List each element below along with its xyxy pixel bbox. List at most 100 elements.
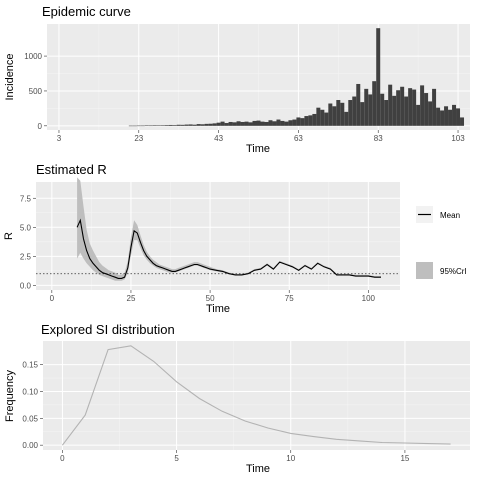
epidemic-curve-bar <box>188 124 193 126</box>
si-distribution-plot-area <box>43 341 470 450</box>
epidemic-curve-bar <box>384 100 389 126</box>
epidemic-curve-bar <box>132 125 137 127</box>
epidemic-curve-bar <box>312 113 317 126</box>
epidemic-curve-bar <box>272 121 277 126</box>
epidemic-curve-bar <box>160 125 165 126</box>
epidemic-curve-bar <box>404 96 409 126</box>
si-distribution-line <box>61 345 451 446</box>
epidemic-curve-bar <box>140 125 145 127</box>
estimated-r-ytick-label: 7.5 <box>20 194 32 203</box>
estimated-r-xtick-label: 100 <box>362 294 376 303</box>
epidemic-curve-bar <box>332 106 337 126</box>
epidemic-curve-bar <box>360 102 365 126</box>
epidemic-curve-bar <box>400 86 405 126</box>
si-distribution-ytick-label: 0.15 <box>22 361 38 370</box>
estimated-r-xlabel: Time <box>206 303 230 315</box>
epidemic-curve-bar <box>180 124 185 126</box>
si-distribution-xlabel: Time <box>246 463 270 475</box>
epidemic-curve-bar <box>320 109 325 126</box>
epidemic-curve-bar <box>248 122 253 126</box>
epidemic-curve-bar <box>244 121 249 126</box>
estimated-r-ylabel: R <box>3 232 15 240</box>
epidemic-curve-xtick-label: 63 <box>294 134 303 143</box>
epidemic-curve-bar <box>136 125 141 127</box>
epidemic-curve-bar <box>372 81 377 126</box>
si-distribution-ytick-label: 0.05 <box>22 414 38 423</box>
epidemic-curve-bar <box>168 124 173 126</box>
epidemic-curve-xtick-label: 43 <box>214 134 223 143</box>
estimated-r-ytick-label: 0.0 <box>20 281 32 290</box>
epidemic-curve-bar <box>128 125 133 127</box>
epidemic-curve-bar <box>260 121 265 126</box>
epidemic-curve-xtick-label: 3 <box>57 134 62 143</box>
si-distribution-ylabel: Frequency <box>4 370 16 422</box>
epidemic-curve-bar <box>388 84 393 126</box>
epidemic-curve-bar <box>344 111 349 126</box>
epidemic-curve-bar <box>196 124 201 126</box>
epidemic-curve-bar <box>212 123 217 126</box>
epidemic-curve-bar <box>292 119 297 126</box>
epidemic-curve-bar <box>252 120 257 126</box>
epidemic-curve-bar <box>204 123 209 126</box>
estimated-r-panel: Estimated R 0 25 50 75 1000.02.55.07.5 Time … <box>3 162 467 315</box>
epidemic-curve-bar <box>224 123 229 126</box>
estimated-r-xtick-label: 75 <box>285 294 294 303</box>
epidemic-curve-bar <box>264 121 269 126</box>
epidemic-curve-ytick-label: 0 <box>38 122 43 131</box>
epidemic-curve-bar <box>232 122 237 126</box>
epidemic-curve-bar <box>176 124 181 126</box>
epidemic-curve-panel: Epidemic curve 3 23 43 63 83 103 0 500 1000 Time… <box>4 4 470 155</box>
epidemic-curve-bar <box>288 120 293 126</box>
epidemic-curve-bar <box>280 120 285 126</box>
epidemic-curve-bar <box>416 104 421 126</box>
si-distribution-ytick-label: 0.00 <box>22 441 38 450</box>
epidemic-curve-bar <box>304 116 309 126</box>
epidemic-curve-bar <box>268 120 273 126</box>
estimated-r-xtick-label: 0 <box>50 294 55 303</box>
estimated-r-xtick-label: 25 <box>127 294 136 303</box>
epidemic-curve-bar <box>156 125 161 126</box>
epidemic-curve-bar <box>228 121 233 126</box>
epidemic-curve-bar <box>144 125 149 126</box>
estimated-r-title: Estimated R <box>36 162 107 177</box>
epidemic-curve-bar <box>276 119 281 126</box>
estimated-r-xtick-label: 50 <box>206 294 215 303</box>
si-distribution-panel: Explored SI distribution 0 5 10 15 0.00 0.05 0… <box>4 322 470 475</box>
epidemic-curve-bar <box>336 100 341 126</box>
epidemic-curve-bar <box>284 121 289 126</box>
epidemic-curve-bar <box>184 124 189 126</box>
epidemic-curve-bar <box>152 125 157 126</box>
epidemic-curve-bar <box>256 120 261 126</box>
epidemic-curve-bar <box>296 117 301 126</box>
epidemic-curve-xlabel: Time <box>246 143 270 155</box>
epidemic-curve-bar <box>452 104 457 126</box>
si-distribution-ytick-label: 0.10 <box>22 387 38 396</box>
epidemic-curve-bar <box>396 90 401 126</box>
epidemic-curve-bar <box>380 93 385 126</box>
estimated-r-ytick-label: 5.0 <box>20 223 32 232</box>
epidemic-curve-bar <box>172 125 177 126</box>
epidemic-curve-bar <box>412 89 417 126</box>
si-distribution-xtick-label: 0 <box>60 454 65 463</box>
epidemic-curve-bar <box>428 101 433 126</box>
epidemic-curve-bar <box>164 125 169 126</box>
epidemic-curve-ytick-label: 500 <box>29 87 43 96</box>
legend-key-cri <box>416 262 433 279</box>
epidemic-curve-xtick-label: 83 <box>374 134 383 143</box>
epidemic-curve-bar <box>148 125 153 127</box>
epidemic-curve-xtick-label: 23 <box>134 134 143 143</box>
mean-r-line <box>76 218 381 279</box>
epidemic-curve-bar <box>392 95 397 126</box>
si-distribution-xtick-label: 5 <box>174 454 179 463</box>
epidemic-curve-bar <box>432 88 437 126</box>
si-distribution-xtick-label: 10 <box>286 454 295 463</box>
epidemic-curve-bar <box>420 85 425 126</box>
epidemic-curve-ytick-label: 1000 <box>24 52 42 61</box>
epidemic-curve-bar <box>448 109 453 126</box>
epidemic-curve-bar <box>192 124 197 126</box>
epidemic-curve-bar <box>328 103 333 126</box>
epidemic-curve-bar <box>460 117 465 126</box>
epidemic-curve-bar <box>200 124 205 126</box>
si-distribution-xtick-label: 15 <box>400 454 409 463</box>
